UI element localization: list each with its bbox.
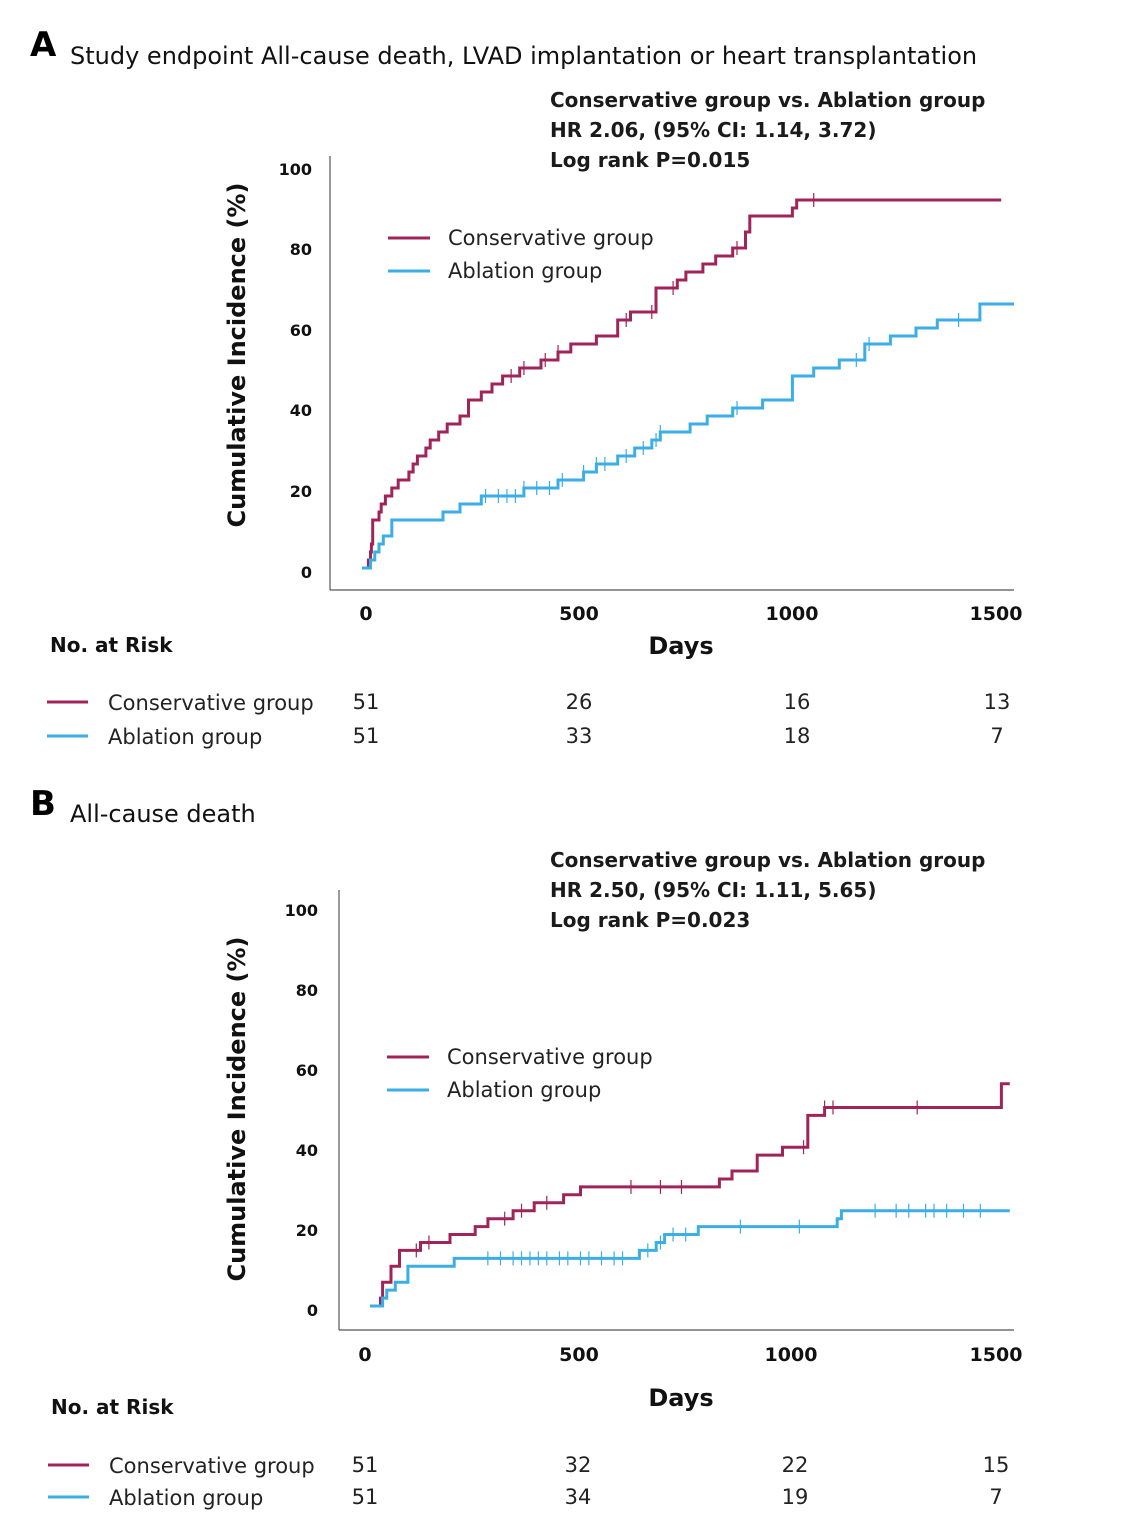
- stats-line: HR 2.06, (95% CI: 1.14, 3.72): [550, 118, 876, 142]
- stats-line: Conservative group vs. Ablation group: [550, 848, 985, 872]
- risk-count: 13: [984, 690, 1011, 714]
- y-tick-label: 100: [285, 901, 318, 920]
- risk-table-title: No. at Risk: [50, 633, 173, 657]
- panel-letter: A: [30, 25, 57, 65]
- y-tick-label: 60: [290, 321, 312, 340]
- chart-title: All-cause death: [70, 800, 256, 828]
- y-tick-label: 20: [290, 482, 312, 501]
- x-tick-label: 1500: [970, 603, 1023, 625]
- stats-line: Log rank P=0.023: [550, 908, 750, 932]
- y-tick-label: 60: [296, 1061, 318, 1080]
- chart-title: Study endpoint All-cause death, LVAD imp…: [70, 42, 977, 70]
- x-axis-title: Days: [648, 632, 713, 660]
- risk-row-label: Conservative group: [109, 1454, 315, 1478]
- risk-count: 51: [352, 1453, 379, 1477]
- risk-count: 16: [784, 690, 811, 714]
- x-tick-label: 0: [358, 1344, 371, 1366]
- legend-label: Conservative group: [447, 1045, 653, 1069]
- risk-count: 18: [784, 724, 811, 748]
- y-tick-label: 100: [279, 160, 312, 179]
- chart-panel-a: A Study endpoint All-cause death, LVAD im…: [30, 25, 1022, 749]
- risk-count: 51: [353, 690, 380, 714]
- km-curve-ablation: [370, 1209, 1010, 1308]
- y-tick-label: 80: [296, 981, 318, 1000]
- x-tick-label: 1500: [970, 1344, 1023, 1366]
- y-axis-title: Cumulative Incidence (%): [223, 182, 251, 527]
- y-tick-label: 20: [296, 1221, 318, 1240]
- y-tick-label: 0: [307, 1301, 318, 1320]
- y-axis-title: Cumulative Incidence (%): [223, 936, 251, 1281]
- risk-count: 7: [990, 724, 1003, 748]
- risk-count: 19: [782, 1485, 809, 1509]
- y-tick-label: 0: [301, 563, 312, 582]
- stats-line: Conservative group vs. Ablation group: [550, 88, 985, 112]
- stats-line: HR 2.50, (95% CI: 1.11, 5.65): [550, 878, 876, 902]
- risk-row-label: Ablation group: [108, 725, 262, 749]
- chart-panel-b: B All-cause death Conservative group vs. A…: [30, 784, 1022, 1510]
- legend-label: Ablation group: [448, 259, 602, 283]
- risk-count: 51: [352, 1485, 379, 1509]
- legend-label: Conservative group: [448, 226, 654, 250]
- risk-count: 7: [989, 1485, 1002, 1509]
- legend-label: Ablation group: [447, 1078, 601, 1102]
- risk-row-label: Ablation group: [109, 1486, 263, 1510]
- km-curve-conservative: [370, 1082, 1010, 1308]
- risk-count: 22: [782, 1453, 809, 1477]
- risk-count: 51: [353, 724, 380, 748]
- stats-line: Log rank P=0.015: [550, 148, 750, 172]
- km-curve-ablation: [362, 302, 1014, 570]
- y-tick-label: 80: [290, 240, 312, 259]
- x-tick-label: 1000: [765, 1344, 818, 1366]
- km-curve-conservative: [362, 198, 1002, 570]
- risk-row-label: Conservative group: [108, 691, 314, 715]
- risk-count: 26: [566, 690, 593, 714]
- risk-count: 32: [565, 1453, 592, 1477]
- risk-count: 15: [983, 1453, 1010, 1477]
- x-tick-label: 1000: [766, 603, 819, 625]
- y-tick-label: 40: [296, 1141, 318, 1160]
- y-tick-label: 40: [290, 401, 312, 420]
- x-axis-title: Days: [648, 1384, 713, 1412]
- risk-count: 34: [565, 1485, 592, 1509]
- x-tick-label: 500: [559, 1344, 599, 1366]
- panel-letter: B: [30, 784, 56, 824]
- risk-table-title: No. at Risk: [51, 1395, 174, 1419]
- x-tick-label: 0: [359, 603, 372, 625]
- x-tick-label: 500: [559, 603, 599, 625]
- risk-count: 33: [566, 724, 593, 748]
